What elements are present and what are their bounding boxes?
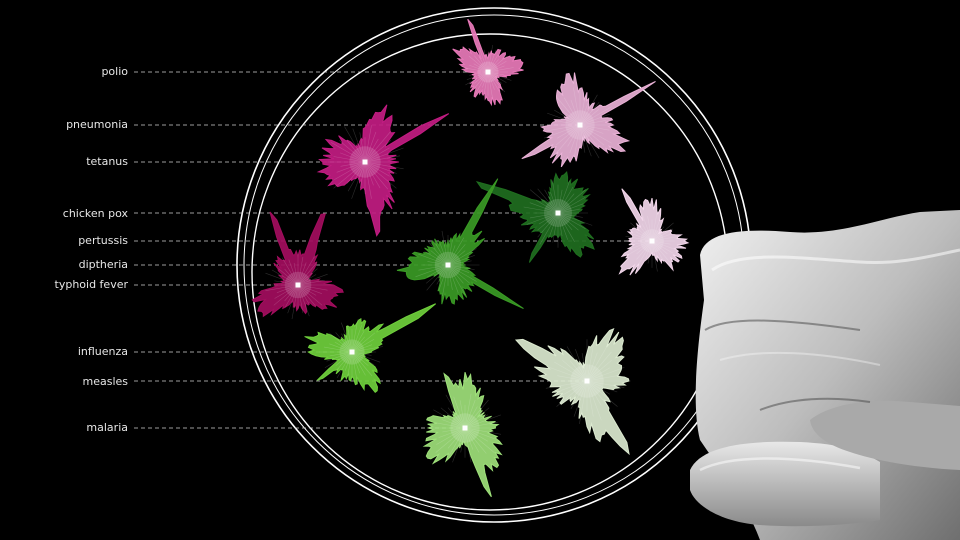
colony-body-pertussis [618, 188, 690, 276]
label-diptheria: diptheria [78, 258, 128, 271]
colony-typhoid-fever [251, 211, 344, 320]
colony-marker-diptheria [445, 262, 451, 268]
label-pertussis: pertussis [78, 234, 128, 247]
colony-body-diptheria [396, 178, 524, 310]
label-malaria: malaria [86, 421, 128, 434]
colony-body-malaria [422, 372, 503, 498]
colony-pneumonia [521, 72, 656, 168]
colony-body-polio [452, 18, 524, 107]
colony-measles [514, 328, 631, 456]
label-typhoid-fever: typhoid fever [54, 278, 128, 291]
colony-marker-pneumonia [577, 122, 583, 128]
label-pneumonia: pneumonia [66, 118, 128, 131]
colony-marker-pertussis [649, 238, 655, 244]
label-measles: measles [82, 375, 128, 388]
colony-body-influenza [304, 303, 437, 394]
label-tetanus: tetanus [86, 155, 128, 168]
label-chicken-pox: chicken pox [62, 207, 128, 220]
colony-body-tetanus [316, 104, 450, 237]
colony-marker-malaria [462, 425, 468, 431]
colony-malaria [422, 372, 503, 498]
colony-influenza [304, 303, 437, 394]
colony-body-chicken-pox [475, 170, 595, 263]
colony-polio [452, 18, 524, 107]
colony-body-measles [514, 328, 630, 456]
colony-marker-influenza [349, 349, 355, 355]
colony-tetanus [316, 104, 450, 237]
colony-marker-measles [584, 378, 590, 384]
colony-diptheria [396, 178, 524, 310]
colony-body-typhoid-fever [251, 211, 344, 318]
label-influenza: influenza [77, 345, 128, 358]
colony-marker-polio [485, 69, 491, 75]
colonies [251, 18, 690, 498]
colony-body-pneumonia [521, 72, 656, 168]
colony-marker-tetanus [362, 159, 368, 165]
label-polio: polio [101, 65, 128, 78]
colony-pertussis [618, 188, 690, 276]
gloved-hand [690, 210, 960, 540]
colony-marker-chicken-pox [555, 210, 561, 216]
colony-chicken-pox [475, 170, 595, 263]
colony-marker-typhoid-fever [295, 282, 301, 288]
